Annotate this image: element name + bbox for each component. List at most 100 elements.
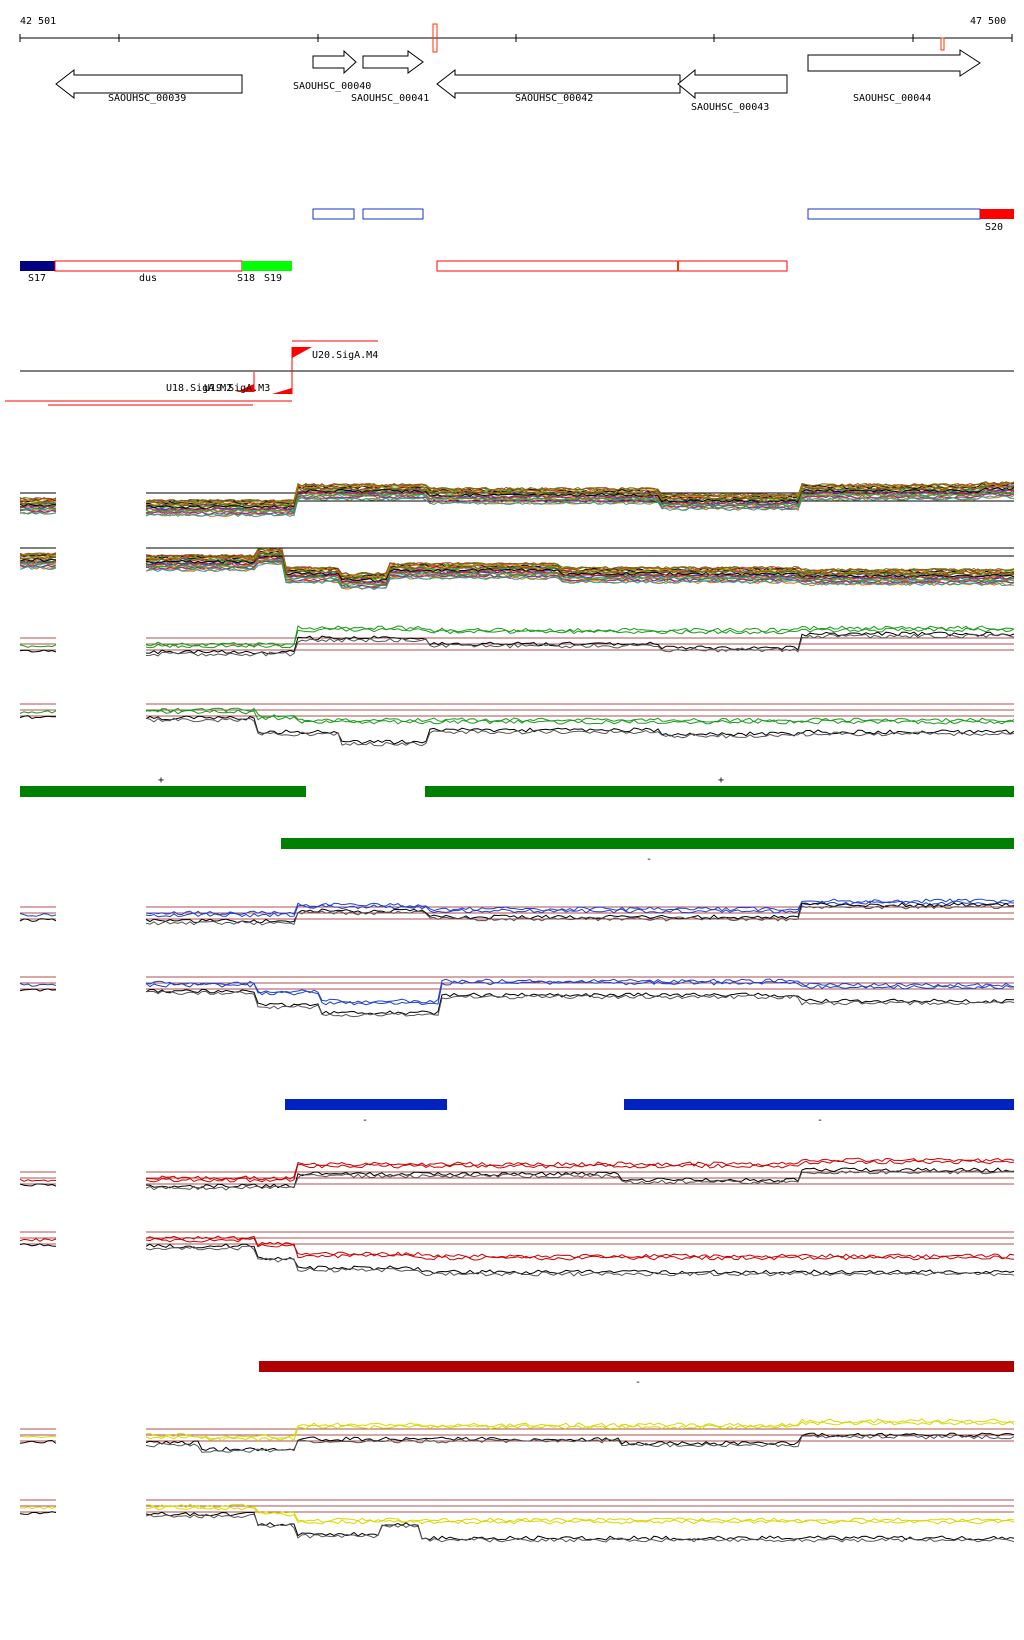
promoter-label: U20.SigA.M4 (312, 350, 378, 361)
segment-label: dus (139, 273, 157, 284)
trace-stub (19, 918, 57, 922)
segment-label: S20 (985, 222, 1003, 233)
expression-trace (145, 491, 1015, 514)
expression-trace (145, 1505, 1015, 1525)
ruler-start-label: 42 501 (20, 16, 56, 27)
gene-arrow[interactable] (312, 49, 357, 75)
plus-strand-bar (425, 786, 1014, 797)
trace-stub (19, 554, 57, 558)
trace-stub (19, 1511, 57, 1515)
green-segment (242, 261, 292, 271)
gene-track: SAOUHSC_00039 SAOUHSC_00040 SAOUHSC_0004… (55, 49, 981, 113)
ruler-end-label: 47 500 (970, 16, 1006, 27)
expression-trace (145, 560, 1015, 588)
expression-trace (145, 495, 1015, 518)
red-strand-bars: - (259, 1361, 1014, 1388)
expression-trace (145, 625, 1015, 647)
expression-trace (145, 1243, 1015, 1275)
promoter-label: U18.SigA.M2 (166, 383, 232, 394)
trace-stub (19, 913, 57, 917)
trace-stub (19, 1439, 57, 1444)
expression-trace (145, 549, 1015, 578)
expression-trace (145, 1169, 1015, 1191)
trace-stub (19, 1183, 57, 1187)
expression-trace (145, 489, 1015, 511)
trace-stub (19, 1506, 57, 1510)
expression-trace (145, 1235, 1015, 1259)
expression-trace (145, 627, 1015, 649)
expression-trace (145, 552, 1015, 580)
strand-mark: - (817, 1115, 823, 1126)
trace-stub (19, 649, 57, 653)
expression-trace (145, 904, 1015, 926)
expression-trace (145, 481, 1015, 503)
trace-stub (19, 552, 57, 556)
promoter-track: U20.SigA.M4 U18.SigA.M2 U19.SigA.M3 (5, 340, 1014, 406)
trace-stub (19, 554, 57, 558)
expression-trace (145, 1432, 1015, 1452)
blue-strand-bars: - - (285, 1099, 1014, 1126)
expression-trace (145, 900, 1015, 918)
trace-stub (19, 988, 57, 992)
expression-panel-red (19, 1231, 1015, 1277)
strand-mark: - (635, 1377, 641, 1388)
gene-arrow[interactable] (677, 68, 788, 100)
gene-arrow[interactable] (807, 49, 981, 77)
trace-stub (19, 507, 57, 511)
multi-expression-panel (19, 547, 1015, 591)
red-segment (980, 209, 1014, 219)
minus-strand-bar (285, 1099, 447, 1110)
trace-stub (19, 1435, 57, 1438)
expression-panel-yellow (19, 1499, 1015, 1543)
expression-trace (145, 558, 1015, 586)
trace-stub (19, 505, 57, 509)
strand-mark: - (362, 1115, 368, 1126)
coordinate-ruler: 42 501 47 500 (19, 16, 1013, 53)
trace-stub (19, 644, 57, 648)
blue-segment (312, 208, 355, 220)
segment-label: S18 (237, 273, 255, 284)
expression-trace (145, 1513, 1015, 1543)
expression-trace (145, 485, 1015, 507)
gene-arrow[interactable] (362, 50, 424, 74)
transcript-segment-track: S17 dus S18 S19 (20, 260, 788, 284)
trace-stub (20, 501, 57, 505)
expression-trace (145, 709, 1015, 725)
expression-panel-red (19, 1157, 1015, 1191)
expression-trace (145, 560, 1015, 589)
promoter-flag[interactable] (236, 384, 254, 392)
promoter-flag[interactable] (292, 347, 312, 358)
expression-trace (145, 990, 1015, 1018)
promoter-flag[interactable] (272, 388, 292, 394)
expression-trace (145, 556, 1015, 584)
expression-trace (145, 1418, 1015, 1440)
gene-label: SAOUHSC_00040 (293, 81, 371, 92)
expression-trace (146, 631, 1015, 655)
trace-stub (19, 562, 56, 566)
expression-panel-green (19, 703, 1015, 747)
gene-label: SAOUHSC_00041 (351, 93, 429, 104)
expression-trace (145, 715, 1015, 745)
trace-stub (19, 556, 57, 560)
expression-trace (145, 548, 1015, 576)
gene-label: SAOUHSC_00043 (691, 102, 769, 113)
green-strand-bars: + + - (20, 775, 1014, 865)
red-outline-segment (436, 260, 679, 272)
expression-trace (146, 1157, 1015, 1181)
trace-stub (20, 504, 57, 509)
strand-mark: + (718, 775, 724, 786)
gene-arrow[interactable] (436, 68, 681, 100)
trace-stub (19, 1238, 57, 1242)
minus-strand-bar (281, 838, 1014, 849)
trace-stub (19, 511, 57, 515)
navy-segment (20, 261, 55, 271)
strand-mark: - (646, 854, 652, 865)
trace-stub (19, 560, 57, 564)
multi-expression-panel (19, 481, 1015, 518)
gene-arrow[interactable] (55, 68, 243, 100)
expression-trace (145, 1245, 1015, 1277)
gene-label: SAOUHSC_00044 (853, 93, 931, 104)
trace-stub (19, 566, 57, 570)
expression-trace (145, 489, 1015, 512)
